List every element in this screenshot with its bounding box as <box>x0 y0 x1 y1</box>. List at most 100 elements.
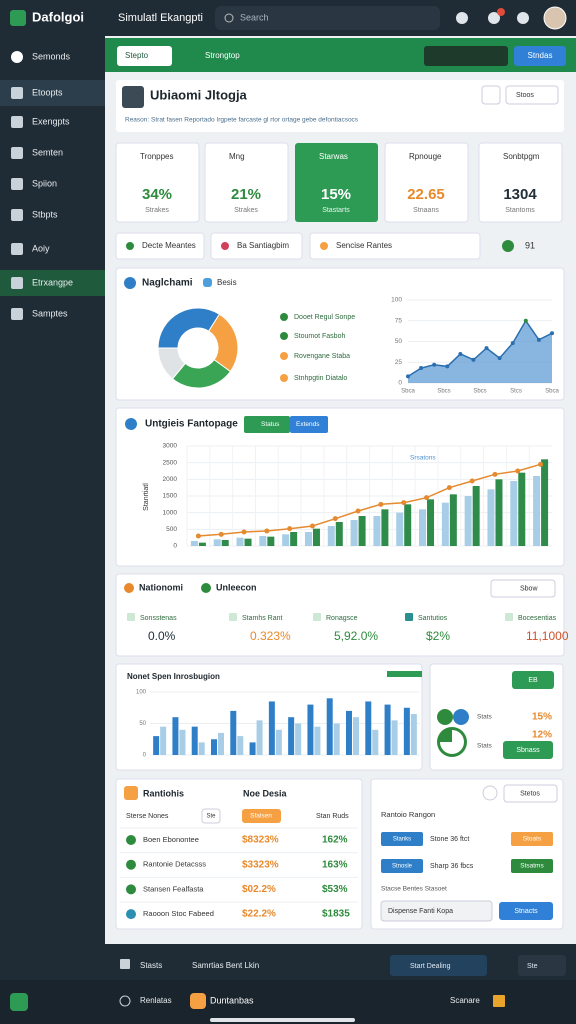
kpi-value: 21% <box>231 186 261 203</box>
row-icon <box>126 859 136 870</box>
bar <box>391 720 398 755</box>
caption: Stacse Bentes Stasoet <box>381 886 447 893</box>
button-label: Sbnass <box>516 747 540 754</box>
nav-icon <box>11 178 23 190</box>
dropdown[interactable] <box>518 955 566 976</box>
tab-icon <box>502 240 514 252</box>
y-tick-label: 25 <box>395 359 403 366</box>
bar <box>314 726 321 755</box>
topbar-icon[interactable] <box>488 12 500 24</box>
bar <box>282 534 290 546</box>
metric-icon <box>405 613 413 621</box>
progress <box>387 671 422 677</box>
nav-item[interactable]: Semonds <box>32 51 71 61</box>
avatar <box>122 86 144 108</box>
bar <box>190 541 198 546</box>
tag-label: Stanks <box>393 837 411 843</box>
nav-item[interactable]: Etrxangpe <box>32 277 73 287</box>
nav-item[interactable]: Stbpts <box>32 209 58 219</box>
kpi-card <box>115 142 200 223</box>
tab-icon <box>126 242 134 250</box>
nav-item[interactable]: Exengpts <box>32 116 70 126</box>
button-group[interactable] <box>424 46 508 66</box>
menu[interactable] <box>505 85 559 105</box>
primary-button[interactable] <box>514 46 566 66</box>
kpi-card <box>295 143 378 222</box>
bar <box>256 720 263 755</box>
tab[interactable] <box>309 232 481 260</box>
bar <box>495 479 503 546</box>
bar <box>268 701 275 755</box>
menu-label: Sbow <box>520 585 538 592</box>
metric-value: 5,92.0% <box>334 629 378 643</box>
dot <box>453 709 469 725</box>
button[interactable] <box>511 832 553 846</box>
cell: $22.2% <box>242 909 276 920</box>
tag-label: Stnosle <box>392 864 413 870</box>
tab-label: Ba Santiagbim <box>237 241 289 250</box>
point <box>492 471 498 477</box>
cell: Boen Ebonontee <box>143 835 199 844</box>
button[interactable] <box>503 741 553 759</box>
bottom-bar <box>0 980 576 1024</box>
menu[interactable] <box>490 579 556 598</box>
button[interactable] <box>499 902 553 920</box>
bar <box>404 504 412 546</box>
button[interactable] <box>511 859 553 873</box>
select[interactable] <box>117 46 172 66</box>
avatar[interactable] <box>543 6 567 30</box>
tab-label: Decte Meantes <box>142 241 196 250</box>
logo[interactable] <box>10 10 26 26</box>
select[interactable] <box>380 900 493 922</box>
point <box>550 331 554 336</box>
metric-icon <box>505 613 513 621</box>
x-tick-label: Sbca <box>545 389 559 395</box>
topbar-icon[interactable] <box>456 12 468 24</box>
button[interactable] <box>512 671 554 689</box>
footer-bar <box>105 944 576 976</box>
toggle[interactable] <box>244 416 290 433</box>
footer-item: Samrtias Bent Lkin <box>192 961 259 970</box>
column-header: Ste <box>206 814 216 820</box>
bar <box>213 539 221 546</box>
nav-item[interactable]: Etoopts <box>32 87 63 97</box>
donut-slice <box>157 307 221 349</box>
tab[interactable] <box>210 232 303 260</box>
button[interactable] <box>503 784 558 803</box>
search-box[interactable] <box>215 6 440 30</box>
column-header: Sterse Nones <box>126 813 169 820</box>
dropdown[interactable] <box>390 955 487 976</box>
tab-icon <box>320 242 328 250</box>
help-button[interactable] <box>10 993 28 1011</box>
row-text: Sharp 36 fbcs <box>430 863 474 870</box>
bar <box>221 540 229 546</box>
nav-item[interactable]: Aoiy <box>32 243 50 253</box>
bar <box>259 536 267 546</box>
point <box>484 346 489 351</box>
nav-item[interactable]: Spiion <box>32 178 57 188</box>
nav-item[interactable]: Samptes <box>32 308 68 318</box>
tab[interactable] <box>115 232 205 260</box>
icon-button[interactable] <box>482 785 498 801</box>
pie-icon <box>440 730 464 754</box>
bar <box>403 707 410 755</box>
bar <box>464 496 472 546</box>
bottom-icon <box>493 995 505 1007</box>
bar <box>230 710 237 755</box>
toggle[interactable] <box>290 416 328 433</box>
y-tick-label: 0 <box>143 753 147 759</box>
y-tick-label: 500 <box>166 526 177 533</box>
tab-label: Sencise Rantes <box>336 241 392 250</box>
bar <box>373 516 381 546</box>
select-label: Stepto <box>125 51 149 60</box>
point <box>264 528 270 534</box>
icon-button[interactable] <box>481 85 501 105</box>
topbar-icon[interactable] <box>517 12 529 24</box>
legend-label: Dooet Regul Sonpe <box>294 314 355 321</box>
y-tick-label: 2500 <box>163 459 178 466</box>
bar <box>312 528 320 546</box>
y-tick-label: 0 <box>398 380 402 387</box>
panel-icon <box>201 583 211 593</box>
nav-item[interactable]: Semten <box>32 147 63 157</box>
metric-icon <box>127 613 135 621</box>
